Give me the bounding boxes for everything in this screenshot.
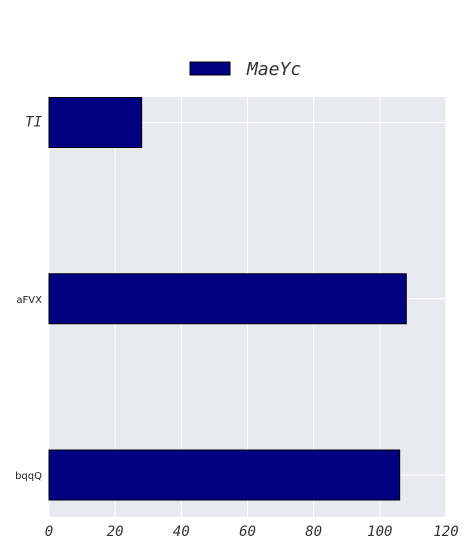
legend: MaeYc — [189, 59, 301, 80]
bar-afvx — [48, 273, 407, 325]
x-tick-label: 120 — [433, 524, 458, 540]
legend-swatch-maeyc — [189, 61, 231, 76]
x-axis-labels: 0 20 40 60 80 100 120 — [45, 524, 459, 540]
y-tick-label: bqqQ — [15, 471, 42, 482]
bar-bqqq — [48, 449, 401, 501]
x-tick-label: 0 — [45, 524, 53, 540]
bar-ti — [48, 97, 143, 148]
y-axis-labels: TI aFVX bqqQ — [15, 115, 42, 483]
x-tick-label: 100 — [367, 524, 392, 540]
x-tick-label: 80 — [305, 524, 322, 540]
x-tick-label: 20 — [107, 524, 124, 540]
x-tick-label: 60 — [239, 524, 256, 540]
x-tick-label: 40 — [173, 524, 190, 540]
y-tick-label: aFVX — [16, 295, 42, 306]
y-tick-label: TI — [25, 115, 42, 131]
bars-group — [48, 97, 407, 501]
legend-label-maeyc: MaeYc — [246, 59, 301, 80]
